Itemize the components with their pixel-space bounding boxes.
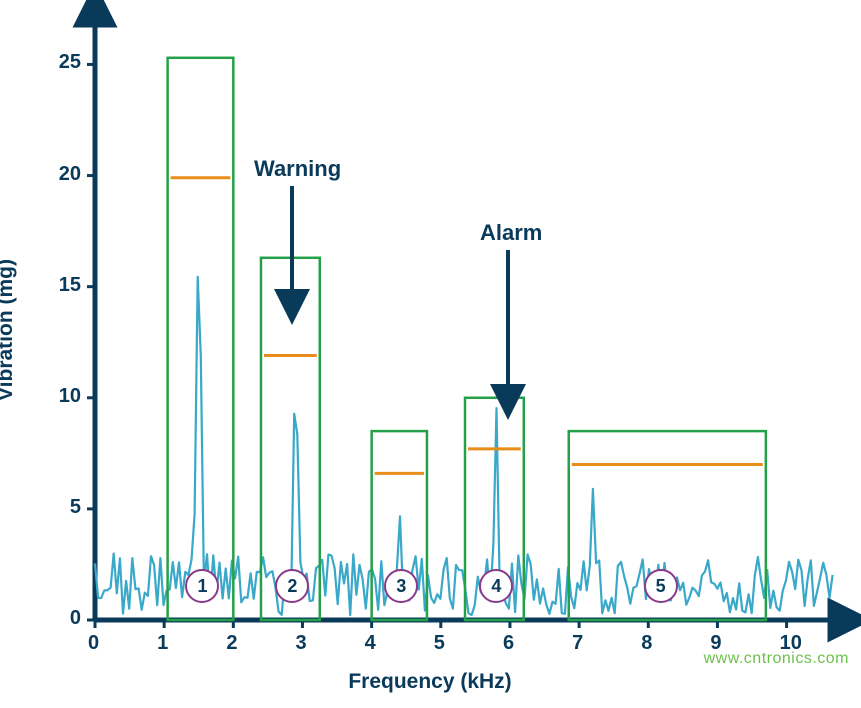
x-tick-label: 10 bbox=[780, 632, 802, 655]
y-tick-label: 0 bbox=[70, 607, 81, 630]
annotation-label-warning: Warning bbox=[254, 156, 341, 182]
x-tick-label: 0 bbox=[88, 632, 99, 655]
x-tick-label: 6 bbox=[503, 632, 514, 655]
band-badge-5: 5 bbox=[644, 569, 678, 603]
x-tick-label: 7 bbox=[572, 632, 583, 655]
annotation-label-alarm: Alarm bbox=[480, 220, 542, 246]
y-tick-label: 5 bbox=[70, 496, 81, 519]
y-tick-label: 10 bbox=[59, 385, 81, 408]
x-tick-label: 9 bbox=[710, 632, 721, 655]
y-tick-label: 15 bbox=[59, 274, 81, 297]
x-tick-label: 8 bbox=[641, 632, 652, 655]
x-tick-label: 3 bbox=[295, 632, 306, 655]
x-tick-label: 2 bbox=[226, 632, 237, 655]
y-tick-label: 25 bbox=[59, 51, 81, 74]
x-tick-label: 5 bbox=[434, 632, 445, 655]
chart-stage: Vibration (mg) Frequency (kHz) www.cntro… bbox=[0, 0, 861, 708]
alarm-band-box bbox=[261, 258, 320, 620]
chart-svg bbox=[0, 0, 861, 708]
x-tick-label: 1 bbox=[157, 632, 168, 655]
x-tick-label: 4 bbox=[365, 632, 376, 655]
y-tick-label: 20 bbox=[59, 163, 81, 186]
